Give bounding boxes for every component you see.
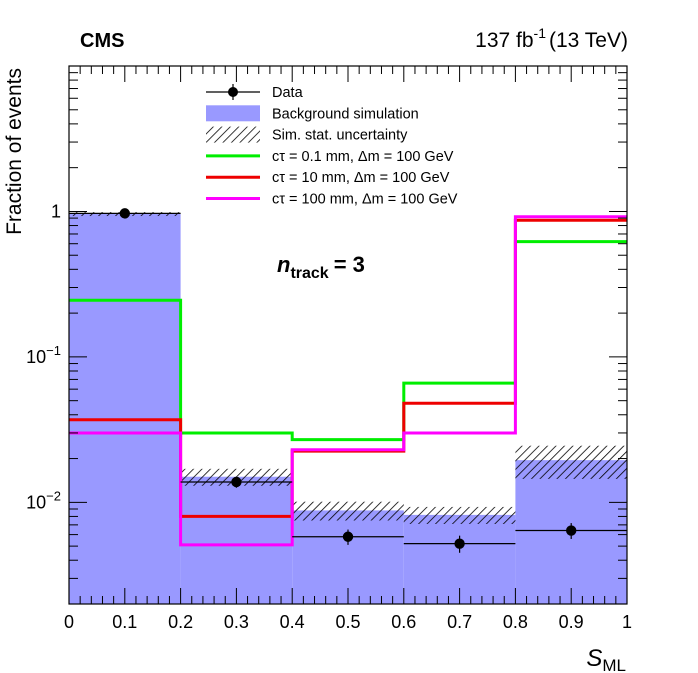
category-label: ntrack = 3 (277, 252, 365, 282)
energy-label: (13 TeV) (549, 29, 628, 52)
legend-label: cτ = 10 mm, Δm = 100 GeV (272, 170, 450, 186)
data-point-4 (566, 525, 577, 536)
x-tick-label: 0.7 (447, 612, 472, 632)
lumi-value: 137 fb (475, 29, 533, 52)
lumi-exponent: -1 (534, 25, 547, 41)
legend-label: cτ = 0.1 mm, Δm = 100 GeV (272, 149, 454, 165)
x-tick-label: 0.1 (112, 612, 137, 632)
data-point-0 (119, 208, 130, 219)
y-tick-label: 10−1 (26, 343, 61, 367)
y-tick-label: 10−2 (26, 488, 61, 512)
legend-label: cτ = 100 mm, Δm = 100 GeV (272, 192, 458, 208)
data-point-1 (231, 476, 242, 488)
legend-label: Sim. stat. uncertainty (272, 128, 408, 144)
x-tick-label: 0 (64, 612, 74, 632)
legend-data-marker (228, 87, 238, 97)
experiment-label: CMS (80, 30, 124, 52)
x-tick-label: 0.6 (391, 612, 416, 632)
y-axis-title: Fraction of events (3, 68, 26, 235)
x-tick-label: 1 (622, 612, 632, 632)
legend: Data Background simulation Sim. stat. unce… (206, 84, 458, 208)
x-tick-label: 0.2 (168, 612, 193, 632)
legend-label: Background simulation (272, 106, 419, 122)
lumi-label: 137 fb-1 (13 TeV) (475, 25, 628, 52)
x-tick-label: 0.9 (559, 612, 584, 632)
legend-background-swatch (206, 105, 260, 122)
x-tick-label: 0.8 (503, 612, 528, 632)
uncertainty-band-3 (403, 506, 516, 524)
legend-uncertainty-swatch (206, 126, 260, 143)
x-tick-label: 0.3 (224, 612, 249, 632)
uncertainty-band-2 (292, 501, 404, 521)
legend-label: Data (272, 85, 304, 101)
x-tick-label: 0.4 (280, 612, 305, 632)
background-bar-0 (69, 214, 181, 604)
y-tick-label: 1 (51, 201, 61, 221)
uncertainty-band-4 (515, 445, 627, 479)
signal-line-2 (69, 215, 627, 547)
x-axis-title: SML (586, 645, 626, 673)
data-point-2 (342, 531, 354, 542)
x-tick-label: 0.5 (335, 612, 360, 632)
data-point-3 (454, 538, 465, 549)
background-bar-1 (180, 476, 293, 604)
